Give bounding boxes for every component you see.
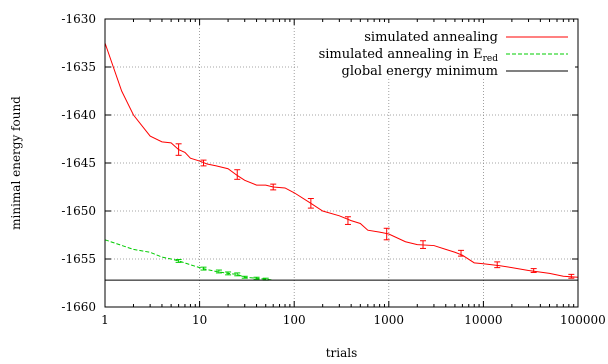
y-tick-label: -1645 bbox=[61, 156, 96, 170]
ticks: 1 10 100 1000 10000 100000 -1660 -1655 -1650 -164… bbox=[61, 12, 605, 327]
series-line bbox=[104, 239, 274, 281]
y-axis-label: minimal energy found bbox=[9, 96, 23, 230]
error-bar bbox=[420, 240, 427, 249]
legend-background bbox=[300, 23, 575, 79]
error-bar bbox=[383, 227, 390, 241]
error-bar bbox=[175, 258, 182, 263]
series-1 bbox=[104, 42, 579, 279]
y-tick-label: -1640 bbox=[61, 108, 96, 122]
x-tick-label: 1000 bbox=[374, 313, 405, 327]
x-axis-label: trials bbox=[326, 346, 358, 360]
error-bar bbox=[200, 159, 207, 167]
error-bar bbox=[458, 249, 465, 257]
legend-label-1: simulated annealing bbox=[364, 30, 498, 45]
error-bar bbox=[253, 276, 260, 280]
error-bar bbox=[234, 169, 241, 180]
y-tick-label: -1635 bbox=[61, 60, 96, 74]
error-bar bbox=[200, 266, 207, 271]
error-bar bbox=[234, 272, 241, 277]
y-tick-label: -1630 bbox=[61, 12, 96, 26]
error-bar bbox=[307, 198, 314, 209]
x-tick-label: 10 bbox=[192, 313, 207, 327]
series-line bbox=[104, 42, 579, 278]
error-bar bbox=[225, 271, 232, 276]
error-bar bbox=[241, 275, 248, 279]
error-bar bbox=[530, 268, 537, 273]
y-tick-label: -1650 bbox=[61, 204, 96, 218]
series-2 bbox=[104, 239, 274, 281]
legend-subscript: red bbox=[483, 54, 499, 64]
error-bar bbox=[215, 269, 222, 274]
error-bar bbox=[568, 273, 575, 279]
error-bar bbox=[494, 261, 501, 269]
series-layer bbox=[104, 42, 579, 281]
y-tick-label: -1655 bbox=[61, 252, 96, 266]
error-bar bbox=[344, 216, 351, 225]
error-bar bbox=[270, 183, 277, 191]
legend-label-3: global energy minimum bbox=[342, 64, 498, 79]
legend-label-2: simulated annealing in Ered bbox=[319, 47, 499, 64]
y-tick-label: -1660 bbox=[61, 300, 96, 314]
x-tick-label: 100 bbox=[283, 313, 306, 327]
x-tick-label: 100000 bbox=[560, 313, 606, 327]
x-tick-label: 1 bbox=[101, 313, 109, 327]
legend: simulated annealing simulated annealing i… bbox=[300, 23, 575, 79]
error-bar bbox=[175, 143, 182, 156]
x-tick-label: 10000 bbox=[464, 313, 502, 327]
